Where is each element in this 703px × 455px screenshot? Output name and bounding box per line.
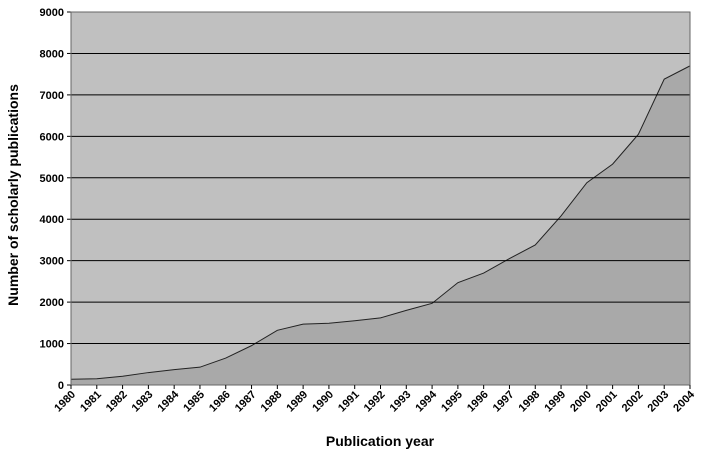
x-tick-label: 2000 bbox=[568, 389, 594, 415]
y-tick-label: 3000 bbox=[40, 256, 64, 268]
x-tick-label: 1991 bbox=[336, 389, 362, 415]
x-tick-label: 2001 bbox=[594, 389, 620, 415]
y-axis-title: Number of scholarly publications bbox=[5, 84, 21, 306]
x-tick-label: 2002 bbox=[620, 389, 646, 415]
area-line bbox=[70, 65, 691, 380]
y-tick-label: 7000 bbox=[40, 90, 64, 102]
x-tick-label: 2003 bbox=[646, 389, 672, 415]
x-tick-label: 1985 bbox=[181, 389, 207, 415]
area bbox=[71, 65, 690, 385]
y-tick-label: 2000 bbox=[40, 297, 64, 309]
y-tick-label: 6000 bbox=[40, 131, 64, 143]
x-tick-label: 1999 bbox=[542, 389, 568, 415]
y-tick-label: 0 bbox=[58, 380, 64, 392]
y-tick-label: 1000 bbox=[40, 339, 64, 351]
x-tick-label: 1986 bbox=[207, 389, 233, 415]
x-tick-label: 1990 bbox=[310, 389, 336, 415]
x-tick-label: 1996 bbox=[465, 389, 491, 415]
x-tick-label: 1981 bbox=[78, 389, 104, 415]
y-tick-label: 4000 bbox=[40, 214, 64, 226]
x-tick-label: 1983 bbox=[130, 389, 156, 415]
x-tick-label: 1992 bbox=[362, 389, 388, 415]
x-tick-label: 1994 bbox=[413, 388, 439, 414]
x-tick-label: 1993 bbox=[388, 389, 414, 415]
x-tick-label: 1987 bbox=[233, 389, 259, 415]
x-tick-label: 2004 bbox=[671, 388, 697, 414]
x-tick-label: 1980 bbox=[52, 389, 78, 415]
x-tick-label: 1997 bbox=[491, 389, 517, 415]
y-tick-label: 8000 bbox=[40, 48, 64, 60]
y-tick-label: 9000 bbox=[40, 7, 64, 19]
x-tick-label: 1989 bbox=[284, 389, 310, 415]
x-tick-label: 1995 bbox=[439, 389, 465, 415]
x-axis-title: Publication year bbox=[326, 433, 435, 449]
x-tick-label: 1998 bbox=[517, 389, 543, 415]
x-tick-label: 1984 bbox=[155, 388, 181, 414]
x-tick-label: 1982 bbox=[104, 389, 130, 415]
x-tick-label: 1988 bbox=[259, 389, 285, 415]
y-tick-label: 5000 bbox=[40, 173, 64, 185]
